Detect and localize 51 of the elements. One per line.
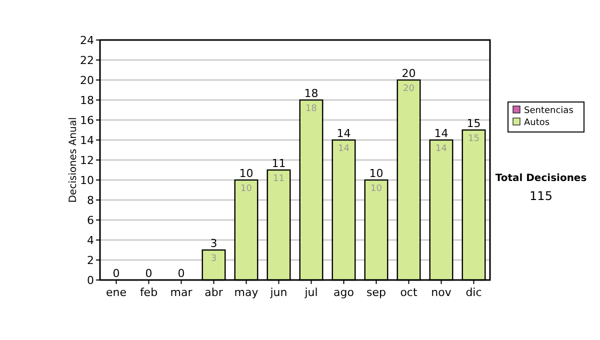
total-label: 14 [434,127,448,140]
total-label: 14 [336,127,351,140]
y-tick-label: 20 [80,74,94,87]
legend-label: Sentencias [524,106,574,116]
data-label: 3 [210,254,217,264]
total-label: 0 [178,267,185,280]
total-label: 0 [145,267,152,280]
x-tick-label: may [234,286,259,299]
y-tick-label: 14 [80,134,94,147]
legend-label: Autos [524,118,550,128]
x-tick-label: oct [400,286,418,299]
x-tick-label: ene [106,286,127,299]
y-tick-label: 16 [80,114,94,127]
x-tick-label: jul [304,286,318,299]
total-label: 10 [239,167,254,180]
x-tick-label: abr [204,286,224,299]
x-tick-label: mar [170,286,193,299]
total-label: 0 [112,267,120,280]
x-tick-label: sep [366,286,386,299]
data-label: 11 [273,174,284,184]
text: 115 [530,189,552,203]
data-label: 14 [338,144,350,154]
text: Total Decisiones [495,173,587,184]
y-tick-label: 8 [87,194,94,207]
x-tick-label: ago [334,286,354,299]
y-tick-label: 0 [87,274,94,287]
total-label: 15 [466,117,481,130]
x-tick-label: feb [140,286,158,299]
total-label: 11 [272,157,286,170]
total-label: 3 [210,237,218,250]
y-tick-label: 12 [80,154,94,167]
x-tick-label: jun [269,286,288,299]
y-tick-label: 24 [80,34,94,47]
data-label: 18 [306,104,318,114]
y-tick-label: 10 [80,174,94,187]
data-label: 15 [468,134,480,144]
total-label: 20 [402,67,416,80]
total-label: 10 [369,167,384,180]
y-tick-label: 18 [80,94,94,107]
data-label: 10 [240,184,252,194]
y-tick-label: 6 [87,214,94,227]
data-label: 20 [403,84,415,94]
total-label: 18 [304,87,318,100]
y-tick-label: 2 [87,254,94,267]
data-label: 10 [370,184,382,194]
y-tick-label: 4 [87,234,94,247]
y-axis-title: Decisiones Anual [68,117,79,203]
x-tick-label: dic [466,286,482,299]
y-tick-label: 22 [80,54,94,67]
x-tick-label: nov [431,286,452,299]
data-label: 14 [436,144,448,154]
